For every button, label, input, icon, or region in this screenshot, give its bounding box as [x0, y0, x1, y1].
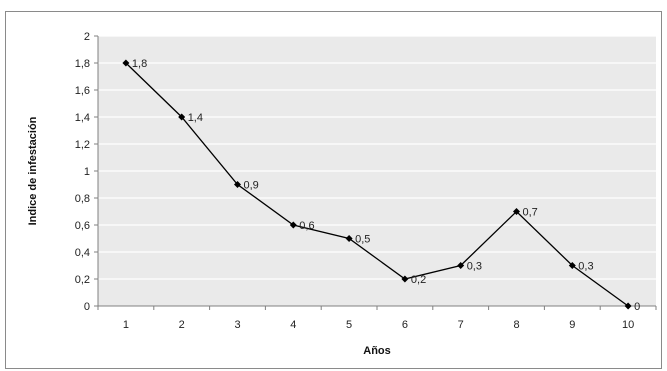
data-label: 1,8: [132, 58, 147, 70]
y-tick-label: 2: [84, 31, 90, 43]
data-label: 0,9: [244, 180, 259, 192]
data-label: 0,6: [299, 220, 314, 232]
y-tick-label: 0,2: [75, 274, 90, 286]
data-label: 0,3: [467, 261, 482, 273]
data-point: [401, 275, 409, 283]
x-tick-label: 8: [513, 319, 519, 331]
data-label: 0,2: [411, 274, 426, 286]
data-label: 0,3: [578, 261, 593, 273]
y-tick-label: 1,8: [75, 58, 90, 70]
y-axis-title: Indice de infestación: [27, 116, 39, 225]
x-tick-label: 2: [179, 319, 185, 331]
data-point: [234, 181, 241, 188]
data-point: [178, 113, 186, 121]
x-tick-label: 4: [290, 319, 296, 331]
x-tick-label: 1: [123, 319, 129, 331]
data-point: [457, 262, 465, 269]
data-point: [568, 262, 576, 269]
y-tick-label: 0: [84, 301, 90, 313]
x-tick-label: 5: [346, 319, 352, 331]
data-point: [289, 221, 297, 229]
x-tick-label: 10: [622, 319, 634, 331]
data-point: [122, 59, 130, 67]
data-label: 1,4: [188, 112, 203, 124]
x-axis-title: Años: [363, 345, 391, 357]
data-point: [513, 208, 520, 215]
chart-frame: 0 0,2 0,4 0,6 0,8 1 1,2 1,4 1,6 1,8 2 1 2 3 4 5 6 7 8 9 10 …: [5, 11, 662, 369]
y-tick-label: 1,4: [75, 112, 90, 124]
y-tick-label: 0,6: [75, 220, 90, 232]
data-point: [345, 235, 353, 242]
series-line: [125, 62, 629, 307]
line-chart: 00,20,40,60,811,21,41,61,82 1 2 3 4 5 6 7 8 9 10 …: [27, 31, 657, 357]
data-label: 0,5: [355, 234, 370, 246]
x-tick-label: 6: [402, 319, 408, 331]
data-label: 0,7: [523, 207, 538, 219]
data-point: [624, 302, 632, 310]
x-tick-label: 7: [458, 319, 464, 331]
y-tick-label: 0,4: [75, 247, 90, 259]
y-tick-label: 1: [84, 166, 90, 178]
y-tick-label: 1,2: [75, 139, 90, 151]
x-tick-label: 3: [234, 319, 240, 331]
y-tick-label: 1,6: [75, 85, 90, 97]
x-tick-label: 9: [569, 319, 575, 331]
data-label: 0: [634, 301, 640, 313]
y-tick-label: 0,8: [75, 193, 90, 205]
